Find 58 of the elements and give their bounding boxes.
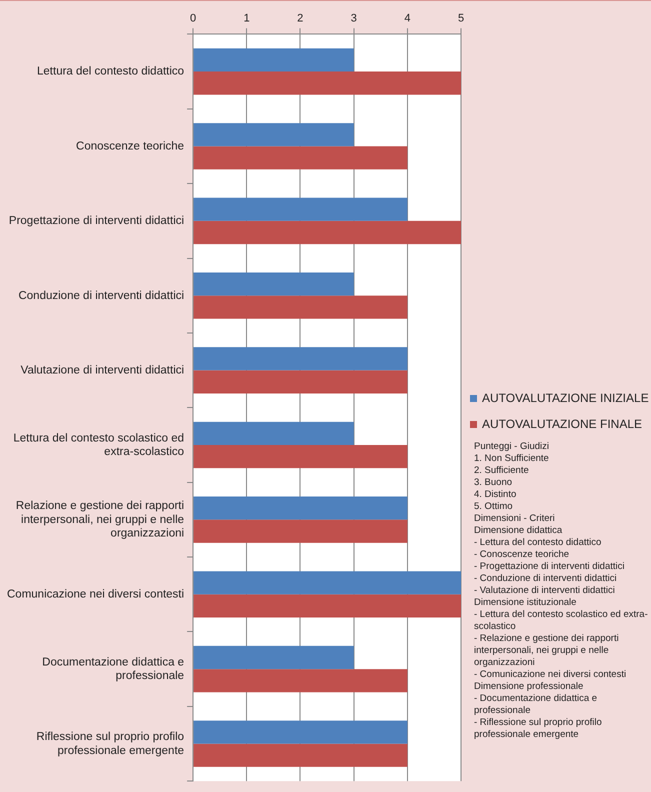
text: - Conoscenze teoriche bbox=[474, 549, 570, 561]
bar bbox=[194, 571, 461, 594]
text: 5. Ottimo bbox=[474, 501, 514, 513]
bar bbox=[194, 370, 408, 394]
text: - Lettura del contesto scolastico ed extra-scolastico bbox=[474, 609, 649, 633]
y-tick-label: Relazione e gestione dei rapporti interpersonali, nei gruppi e nelle organizzazioni bbox=[16, 500, 184, 540]
y-tick-label: Conduzione di interventi didattici bbox=[18, 290, 184, 302]
bar bbox=[194, 444, 408, 468]
y-tick-label: Documentazione didattica e professionale bbox=[42, 656, 184, 682]
text: Dimensione didattica bbox=[474, 525, 564, 537]
x-tick-label: 0 bbox=[190, 12, 196, 25]
bar bbox=[194, 146, 408, 170]
bar bbox=[194, 422, 354, 445]
x-tick-label: 2 bbox=[297, 12, 304, 25]
x-tick-label: 1 bbox=[244, 12, 250, 25]
bar bbox=[194, 347, 408, 370]
x-tick-label: 3 bbox=[350, 12, 357, 25]
text: - Progettazione di interventi didattici bbox=[474, 561, 626, 573]
y-tick-label: Riflessione sul proprio profilo professionale emergente bbox=[36, 731, 184, 757]
bar bbox=[194, 296, 408, 319]
text: Dimensione professionale bbox=[474, 681, 584, 693]
text: 1. Non Sufficiente bbox=[474, 453, 550, 465]
text: Punteggi - Giudizi bbox=[474, 441, 550, 453]
bar bbox=[194, 744, 408, 767]
text: - Conduzione di interventi didattici bbox=[474, 573, 618, 585]
text: - Riflessione sul proprio profilo professionale emergente bbox=[474, 717, 603, 741]
y-tick-label: Conoscenze teoriche bbox=[76, 140, 184, 152]
text: - Valutazione di interventi didattici bbox=[474, 585, 616, 597]
text: - Documentazione didattica e professionale bbox=[474, 693, 598, 717]
y-tick-label: Comunicazione nei diversi contesti bbox=[6, 588, 184, 601]
bar bbox=[194, 72, 461, 95]
bar bbox=[194, 48, 354, 72]
text: - Comunicazione nei diversi contesti bbox=[474, 669, 628, 681]
legend-label: AUTOVALUTAZIONE FINALE bbox=[482, 417, 642, 431]
text: 3. Buono bbox=[474, 477, 514, 489]
text: Dimensione istituzionale bbox=[474, 597, 578, 609]
y-tick-label: Lettura del contesto scolastico ed extra-scolastico bbox=[13, 432, 184, 458]
bar bbox=[194, 520, 408, 543]
bar bbox=[194, 198, 408, 221]
bar bbox=[194, 220, 461, 244]
text: - Relazione e gestione dei rapporti interpersonali, nei gruppi e nelle organizzazioni bbox=[474, 633, 620, 669]
x-tick-label: 5 bbox=[458, 12, 464, 25]
bar bbox=[194, 496, 408, 520]
bar bbox=[194, 272, 354, 296]
bar bbox=[194, 720, 408, 744]
y-tick-label: Lettura del contesto didattico bbox=[37, 66, 184, 78]
y-tick-label: Valutazione di interventi didattici bbox=[20, 364, 184, 376]
text: Dimensioni - Criteri bbox=[474, 513, 556, 525]
bar bbox=[194, 123, 354, 146]
text: - Lettura del contesto didattico bbox=[474, 537, 602, 549]
x-tick-label: 4 bbox=[404, 12, 410, 25]
bar bbox=[194, 594, 461, 618]
bar bbox=[194, 669, 408, 692]
legend-label: AUTOVALUTAZIONE INIZIALE bbox=[482, 391, 649, 405]
text: 2. Sufficiente bbox=[474, 465, 530, 477]
bar bbox=[194, 646, 354, 670]
text: 4. Distinto bbox=[474, 489, 518, 501]
y-tick-label: Progettazione di interventi didattici bbox=[8, 215, 184, 228]
